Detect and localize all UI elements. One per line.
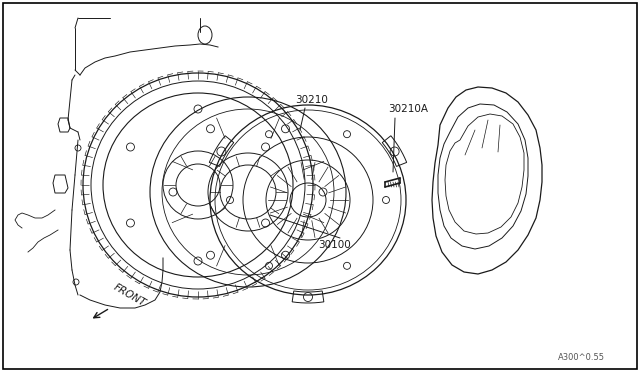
Text: 30210A: 30210A	[388, 104, 428, 114]
Text: 30210: 30210	[295, 95, 328, 105]
Text: A300^0.55: A300^0.55	[558, 353, 605, 362]
Text: 30100: 30100	[319, 240, 351, 250]
Text: FRONT: FRONT	[112, 282, 148, 308]
